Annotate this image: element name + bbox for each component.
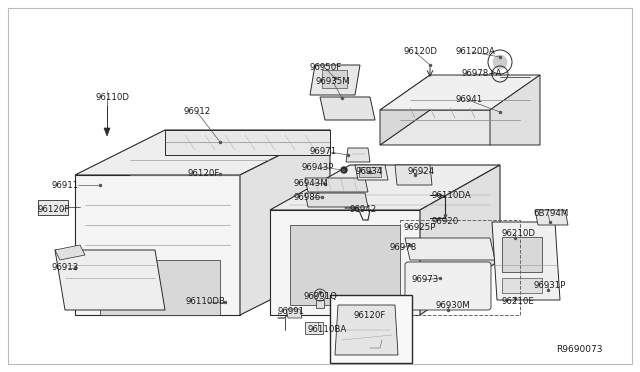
Polygon shape <box>165 130 330 155</box>
Polygon shape <box>240 130 330 315</box>
Polygon shape <box>305 178 368 192</box>
Text: 96120F: 96120F <box>188 170 220 179</box>
Polygon shape <box>55 245 85 260</box>
Polygon shape <box>100 260 220 315</box>
Polygon shape <box>75 130 330 175</box>
Circle shape <box>341 167 347 173</box>
Bar <box>400 220 520 315</box>
Polygon shape <box>346 148 370 162</box>
Text: 96930M: 96930M <box>436 301 471 311</box>
Polygon shape <box>395 165 432 185</box>
Text: 96934: 96934 <box>355 167 382 176</box>
Text: 96924: 96924 <box>408 167 435 176</box>
Bar <box>290 225 400 305</box>
Polygon shape <box>286 309 302 318</box>
Polygon shape <box>405 238 495 260</box>
Text: R9690073: R9690073 <box>556 346 602 355</box>
Text: 96110DA: 96110DA <box>432 190 472 199</box>
Text: 96925P: 96925P <box>404 224 436 232</box>
Polygon shape <box>492 222 560 300</box>
Polygon shape <box>420 165 500 315</box>
Bar <box>316 300 324 308</box>
Text: 96931P: 96931P <box>533 282 565 291</box>
Text: 96120F: 96120F <box>38 205 70 215</box>
Text: 96942: 96942 <box>349 205 376 215</box>
Polygon shape <box>270 165 500 210</box>
Text: 96110D: 96110D <box>96 93 130 103</box>
Polygon shape <box>310 65 360 95</box>
Bar <box>330 295 412 363</box>
Bar <box>305 322 323 334</box>
Polygon shape <box>75 175 240 315</box>
Bar <box>359 167 381 177</box>
Polygon shape <box>335 305 398 355</box>
Polygon shape <box>380 110 540 145</box>
Polygon shape <box>355 165 388 180</box>
Text: 96912: 96912 <box>183 108 211 116</box>
Polygon shape <box>490 75 540 145</box>
Text: 96978+A: 96978+A <box>462 70 502 78</box>
Text: 96913: 96913 <box>52 263 79 273</box>
Text: 96935M: 96935M <box>316 77 351 87</box>
Polygon shape <box>270 210 420 315</box>
Polygon shape <box>38 200 68 215</box>
Polygon shape <box>320 97 375 120</box>
Text: 96120DA: 96120DA <box>456 48 496 57</box>
Bar <box>502 278 542 293</box>
Text: 96991Q: 96991Q <box>303 292 337 301</box>
Text: 96943M: 96943M <box>294 179 329 187</box>
Polygon shape <box>380 75 430 145</box>
Text: 96110DB: 96110DB <box>185 298 225 307</box>
Text: 96971: 96971 <box>310 148 337 157</box>
Polygon shape <box>380 75 540 110</box>
Text: 96911: 96911 <box>52 180 79 189</box>
Text: 96941: 96941 <box>456 96 483 105</box>
Text: 96110BA: 96110BA <box>307 326 346 334</box>
FancyBboxPatch shape <box>405 262 491 310</box>
Bar <box>322 70 347 88</box>
Text: 96973: 96973 <box>412 276 439 285</box>
Bar <box>502 237 542 272</box>
Text: 96991: 96991 <box>278 308 305 317</box>
Text: 96120F: 96120F <box>353 311 385 320</box>
Text: 96978: 96978 <box>390 244 417 253</box>
Text: 6B794M: 6B794M <box>533 209 568 218</box>
Text: 96120D: 96120D <box>404 48 438 57</box>
Polygon shape <box>104 128 110 136</box>
Polygon shape <box>55 250 165 310</box>
Text: 96210D: 96210D <box>502 228 536 237</box>
Text: 96943P: 96943P <box>302 163 334 171</box>
Polygon shape <box>535 210 568 225</box>
Text: 96986: 96986 <box>294 193 321 202</box>
Circle shape <box>493 55 507 69</box>
Polygon shape <box>305 193 368 207</box>
Text: 96920: 96920 <box>432 218 460 227</box>
Text: 96950F: 96950F <box>310 64 342 73</box>
Text: 96210E: 96210E <box>502 298 535 307</box>
